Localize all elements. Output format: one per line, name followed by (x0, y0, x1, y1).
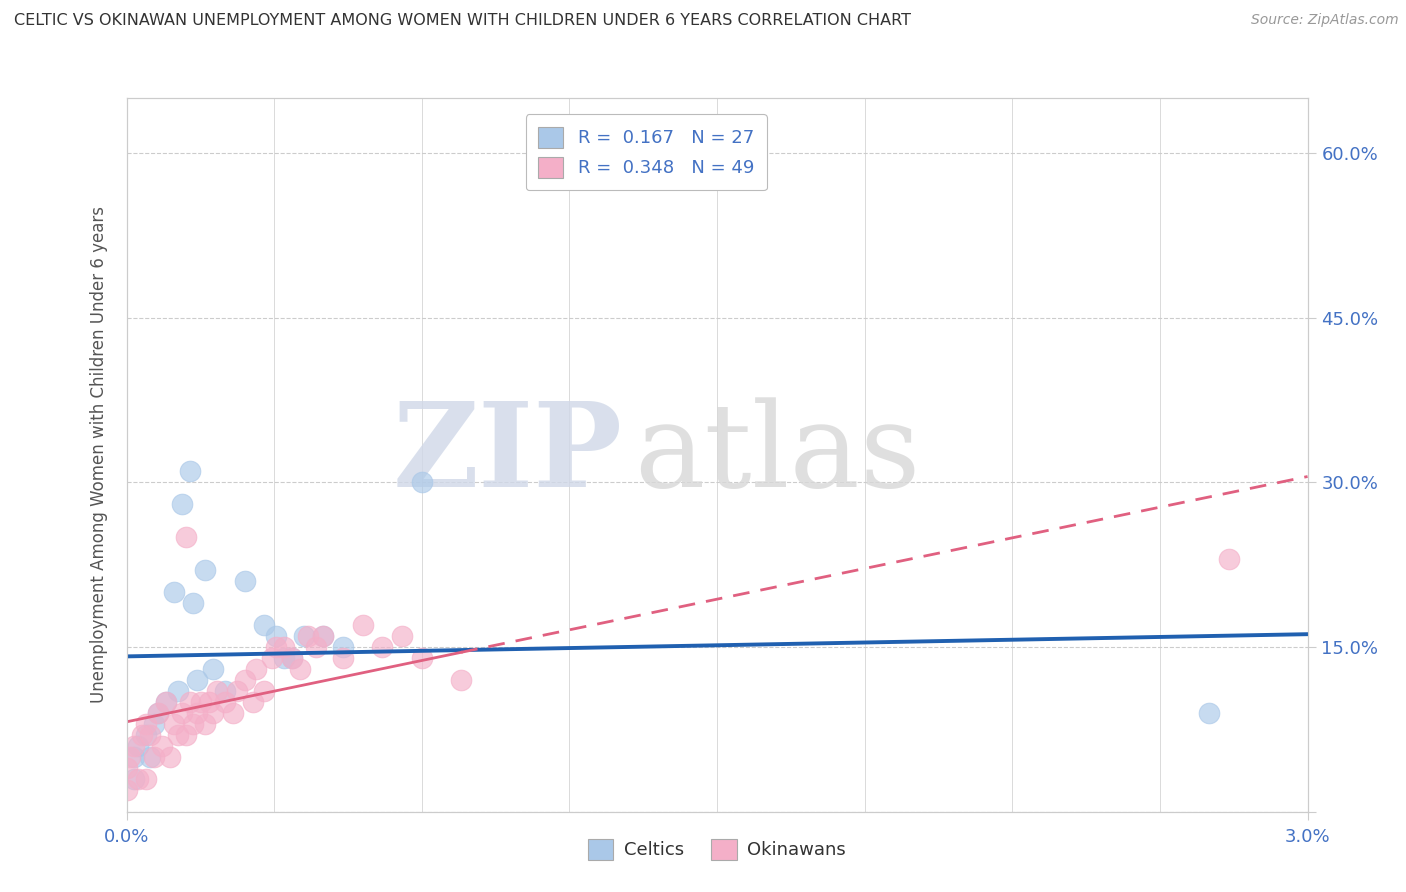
Point (155, 695, 177, 709)
Point (124, 739, 146, 753)
Text: atlas: atlas (634, 398, 921, 512)
Point (1198, 706, 1220, 720)
Point (222, 706, 245, 720)
Point (170, 497, 193, 511)
Point (115, 782, 138, 797)
Point (179, 464, 201, 478)
Point (150, 739, 173, 753)
Point (127, 772, 149, 786)
Point (146, 706, 169, 720)
Point (273, 651, 295, 665)
Point (391, 629, 413, 643)
Point (1218, 552, 1240, 566)
Point (131, 728, 153, 742)
Point (352, 618, 374, 632)
Point (139, 728, 162, 742)
Point (411, 475, 433, 490)
Point (115, 761, 138, 775)
Point (371, 640, 394, 654)
Point (264, 629, 287, 643)
Point (214, 695, 236, 709)
Point (135, 717, 157, 731)
Point (155, 695, 177, 709)
Point (163, 717, 186, 731)
Point (166, 684, 188, 698)
Point (304, 640, 326, 654)
Point (159, 749, 181, 764)
Point (135, 772, 157, 786)
Text: Source: ZipAtlas.com: Source: ZipAtlas.com (1251, 13, 1399, 28)
Point (253, 618, 276, 632)
Point (198, 695, 221, 709)
Point (297, 629, 319, 643)
Point (186, 706, 208, 720)
Legend: Celtics, Okinawans: Celtics, Okinawans (581, 831, 853, 867)
Point (312, 629, 335, 643)
Point (194, 563, 217, 577)
Point (143, 749, 166, 764)
Point (233, 574, 256, 589)
Point (281, 651, 304, 665)
Point (174, 530, 197, 544)
Point (146, 706, 169, 720)
Point (202, 706, 225, 720)
Point (281, 651, 304, 665)
Point (205, 684, 228, 698)
Point (179, 695, 201, 709)
Point (183, 596, 205, 610)
Point (190, 695, 212, 709)
Point (124, 749, 146, 764)
Point (194, 717, 217, 731)
Point (253, 684, 276, 698)
Point (273, 640, 295, 654)
Point (214, 684, 236, 698)
Point (292, 629, 315, 643)
Point (262, 651, 284, 665)
Point (233, 673, 256, 687)
Y-axis label: Unemployment Among Women with Children Under 6 years: Unemployment Among Women with Children U… (90, 206, 108, 704)
Point (143, 717, 166, 731)
Point (450, 673, 472, 687)
Point (411, 651, 433, 665)
Point (135, 728, 157, 742)
Point (264, 640, 287, 654)
Point (186, 673, 208, 687)
Point (170, 706, 193, 720)
Point (163, 585, 186, 599)
Point (312, 629, 335, 643)
Point (139, 749, 162, 764)
Point (225, 684, 247, 698)
Point (120, 749, 142, 764)
Text: CELTIC VS OKINAWAN UNEMPLOYMENT AMONG WOMEN WITH CHILDREN UNDER 6 YEARS CORRELAT: CELTIC VS OKINAWAN UNEMPLOYMENT AMONG WO… (14, 13, 911, 29)
Point (166, 728, 188, 742)
Point (202, 662, 225, 676)
Point (183, 717, 205, 731)
Point (245, 662, 267, 676)
Point (332, 651, 354, 665)
Point (242, 695, 264, 709)
Point (124, 772, 146, 786)
Point (174, 728, 197, 742)
Point (332, 640, 354, 654)
Text: ZIP: ZIP (392, 398, 623, 512)
Point (288, 662, 311, 676)
Point (127, 739, 149, 753)
